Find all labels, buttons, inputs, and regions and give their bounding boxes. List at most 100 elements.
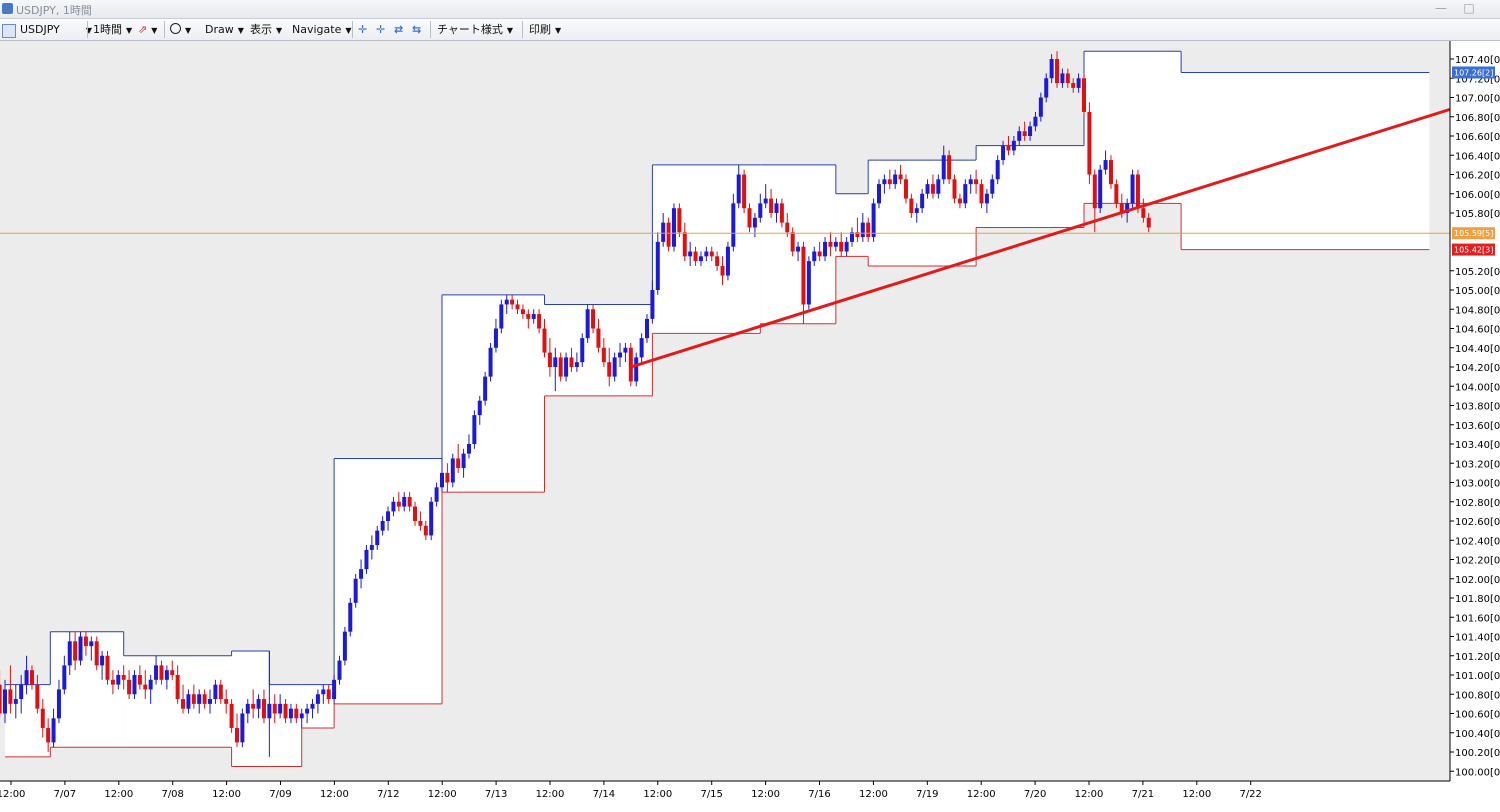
crosshair-icon[interactable]: ✛	[358, 23, 368, 36]
price-chart[interactable]: 107.40[0] 107.20[0] 107.00[0] 106.80[0] 106.…	[0, 41, 1500, 809]
restore-icon[interactable]: □	[1463, 1, 1475, 15]
time-tick-label: 12:00	[1075, 789, 1104, 800]
bull-candle	[580, 338, 585, 363]
bull-candle	[1028, 126, 1033, 136]
bear-candle	[251, 703, 256, 709]
bull-candle	[197, 694, 202, 704]
zoom-cursor-icon[interactable]: ✛	[376, 23, 386, 36]
bull-candle	[288, 708, 293, 719]
bull-candle	[429, 501, 434, 536]
candle-style-icon[interactable]: ⇗ ▼	[138, 23, 158, 36]
bear-candle	[769, 198, 774, 213]
time-tick-label: 12:00	[428, 789, 457, 800]
bull-candle	[763, 198, 768, 204]
price-tick-label: 104.80[0]	[1455, 305, 1500, 316]
view-label: 表示	[250, 23, 272, 36]
symbol-selector[interactable]: USDJPY ▼	[20, 22, 92, 37]
time-tick-label: 12:00	[967, 789, 996, 800]
window-title: USDJPY, 1時間	[16, 4, 92, 17]
bull-candle	[348, 602, 353, 632]
bull-candle	[1011, 140, 1016, 151]
zoom-out-icon[interactable]: ⇆	[412, 23, 422, 36]
range-box	[334, 458, 442, 704]
time-tick-label: 7/08	[161, 789, 183, 800]
bear-candle	[542, 328, 547, 353]
time-tick-label: 7/16	[808, 789, 830, 800]
price-tick-label: 100.40[0]	[1455, 729, 1500, 740]
range-box	[269, 684, 302, 767]
bear-candle	[979, 184, 984, 204]
zoom-in-icon[interactable]: ⇄	[394, 23, 404, 36]
bull-candle	[963, 184, 968, 204]
bull-candle	[380, 521, 385, 531]
bull-candle	[823, 241, 828, 257]
chart-window-icon[interactable]	[2, 24, 16, 38]
bear-candle	[175, 675, 180, 700]
bull-candle	[504, 299, 509, 305]
bull-candle	[1044, 78, 1049, 98]
price-tick-label: 104.00[0]	[1455, 382, 1500, 393]
minimize-icon[interactable]: —	[1435, 1, 1447, 15]
bull-candle	[353, 578, 358, 603]
bull-candle	[148, 679, 153, 690]
bull-candle	[240, 713, 245, 743]
bull-candle	[731, 203, 736, 247]
bear-candle	[1141, 208, 1146, 218]
draw-menu[interactable]: Draw ▼	[205, 22, 244, 37]
print-label: 印刷	[529, 23, 551, 36]
navigate-menu[interactable]: Navigate ▼	[292, 22, 352, 37]
bear-candle	[202, 694, 207, 704]
bear-candle	[413, 506, 418, 521]
bear-candle	[159, 665, 164, 680]
bull-candle	[208, 699, 213, 704]
bear-candle	[294, 708, 299, 719]
price-tick-label: 102.20[0]	[1455, 556, 1500, 567]
bear-candle	[628, 347, 633, 382]
bull-candle	[882, 179, 887, 185]
bull-candle	[1038, 97, 1043, 117]
price-tick-label: 103.60[0]	[1455, 421, 1500, 432]
circle-icon	[170, 23, 181, 34]
bull-candle	[623, 347, 628, 353]
bear-candle	[1092, 174, 1097, 209]
circle-tool[interactable]: ▼	[170, 22, 191, 37]
bear-candle	[1146, 217, 1151, 228]
time-tick-label: 12:00	[320, 789, 349, 800]
price-tick-label: 106.40[0]	[1455, 151, 1500, 162]
time-tick-label: 7/15	[700, 789, 722, 800]
time-tick-label: 12:00	[0, 789, 25, 800]
bull-candle	[833, 241, 838, 247]
bear-candle	[0, 684, 2, 714]
chart-toolbar: USDJPY ▼ 1時間 ▼ ⇗ ▼ ▼ Draw ▼ 表示 ▼ Navigate ▼ ✛ …	[0, 19, 1500, 41]
view-menu[interactable]: 表示 ▼	[250, 22, 282, 37]
bear-candle	[855, 232, 860, 238]
bear-candle	[720, 265, 725, 276]
print-menu[interactable]: 印刷 ▼	[529, 22, 561, 37]
timeframe-selector[interactable]: 1時間 ▼	[93, 22, 132, 37]
bear-candle	[903, 179, 908, 199]
bear-candle	[110, 679, 115, 685]
chart-canvas[interactable]: 107.40[0] 107.20[0] 107.00[0] 106.80[0] 106.…	[0, 41, 1500, 809]
time-tick-label: 7/19	[916, 789, 938, 800]
bear-candle	[930, 184, 935, 194]
bull-candle	[736, 174, 741, 204]
bull-candle	[574, 362, 579, 367]
bull-candle	[860, 222, 865, 238]
bear-candle	[1006, 145, 1011, 151]
chart-style-menu[interactable]: チャート様式 ▼	[437, 22, 513, 37]
time-tick-label: 7/20	[1024, 789, 1046, 800]
bull-candle	[434, 487, 439, 502]
bull-candle	[645, 318, 650, 339]
bear-candle	[1071, 83, 1076, 88]
bull-candle	[612, 357, 617, 377]
bull-candle	[650, 290, 655, 319]
bear-candle	[817, 251, 822, 257]
chevron-down-icon: ▼	[555, 26, 562, 35]
bear-candle	[607, 362, 612, 377]
bull-candle	[990, 179, 995, 194]
bear-candle	[105, 655, 110, 680]
time-tick-label: 12:00	[104, 789, 133, 800]
bull-candle	[186, 694, 191, 709]
bull-candle	[369, 545, 374, 550]
bear-candle	[396, 501, 401, 507]
